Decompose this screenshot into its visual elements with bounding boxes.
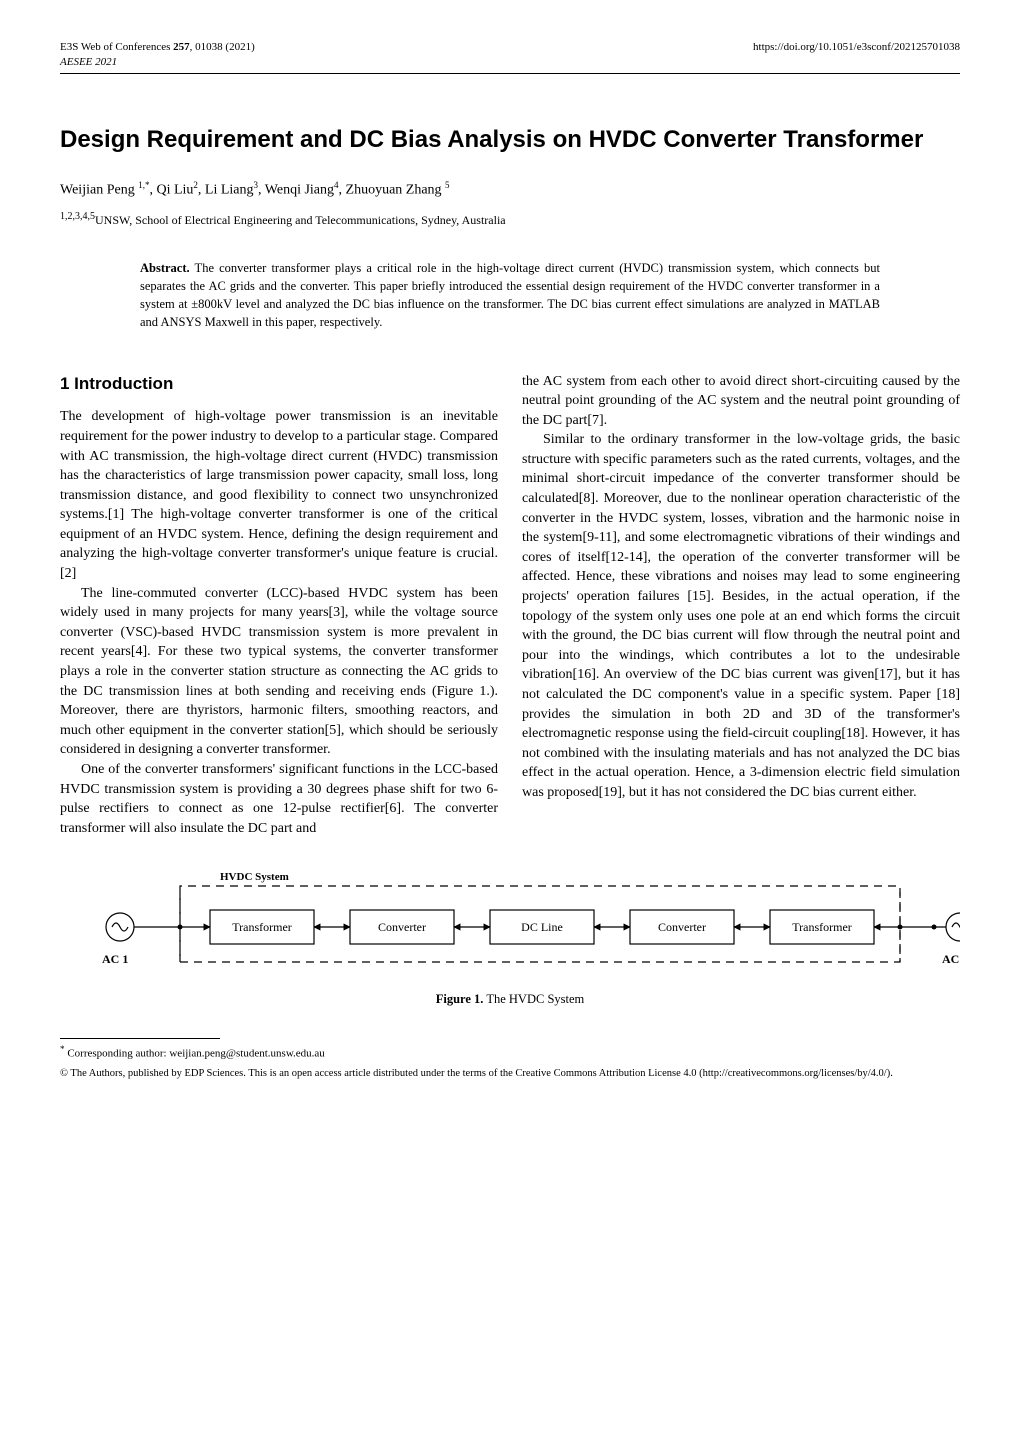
left-p1: The development of high-voltage power tr… <box>60 407 498 583</box>
footer-rule <box>60 1038 220 1039</box>
svg-text:Transformer: Transformer <box>792 920 852 934</box>
left-column: 1 Introduction The development of high-v… <box>60 372 498 839</box>
section-1-heading: 1 Introduction <box>60 372 498 396</box>
author-5: , Zhuoyuan Zhang <box>339 183 446 198</box>
page-header: E3S Web of Conferences 257, 01038 (2021)… <box>60 40 960 71</box>
author-1: Weijian Peng <box>60 183 138 198</box>
svg-text:DC Line: DC Line <box>521 920 563 934</box>
author-4: , Wenqi Jiang <box>258 183 334 198</box>
svg-text:AC 1: AC 1 <box>102 952 128 966</box>
abstract-text: The converter transformer plays a critic… <box>140 261 880 329</box>
author-2: , Qi Liu <box>149 183 193 198</box>
abstract: Abstract. The converter transformer play… <box>140 259 880 332</box>
right-column: the AC system from each other to avoid d… <box>522 372 960 839</box>
license-text: © The Authors, published by EDP Sciences… <box>60 1067 960 1081</box>
abstract-label: Abstract. <box>140 261 190 275</box>
header-sub: AESEE 2021 <box>60 56 117 68</box>
affiliation-sup: 1,2,3,4,5 <box>60 211 95 222</box>
authors-line: Weijian Peng 1,*, Qi Liu2, Li Liang3, We… <box>60 179 960 200</box>
left-p2: The line-commuted converter (LCC)-based … <box>60 584 498 760</box>
figure-1: HVDC System AC 1 AC 1 Transformer Converter D… <box>60 858 960 1008</box>
header-vol: 257 <box>173 41 190 53</box>
svg-text:Converter: Converter <box>378 920 426 934</box>
corresponding-text: Corresponding author: weijian.peng@stude… <box>65 1048 325 1060</box>
right-p1: the AC system from each other to avoid d… <box>522 372 960 431</box>
corresponding-author: * Corresponding author: weijian.peng@stu… <box>60 1043 960 1062</box>
author-5-sup: 5 <box>445 180 450 190</box>
affiliation: 1,2,3,4,5UNSW, School of Electrical Engi… <box>60 210 960 229</box>
author-3: , Li Liang <box>198 183 254 198</box>
header-rule <box>60 73 960 74</box>
header-rest: , 01038 (2021) <box>190 41 255 53</box>
svg-text:Converter: Converter <box>658 920 706 934</box>
figure-1-caption-bold: Figure 1. <box>436 992 484 1006</box>
author-1-sup: 1,* <box>138 180 149 190</box>
figure-1-caption-rest: The HVDC System <box>483 992 584 1006</box>
header-conf: E3S Web of Conferences <box>60 41 173 53</box>
affiliation-text: UNSW, School of Electrical Engineering a… <box>95 213 506 227</box>
left-p3: One of the converter transformers' signi… <box>60 760 498 838</box>
svg-text:Transformer: Transformer <box>232 920 292 934</box>
figure-1-diagram: HVDC System AC 1 AC 1 Transformer Converter D… <box>60 858 960 978</box>
svg-text:HVDC System: HVDC System <box>220 871 289 883</box>
figure-1-caption: Figure 1. The HVDC System <box>60 991 960 1009</box>
header-left: E3S Web of Conferences 257, 01038 (2021)… <box>60 40 255 71</box>
body-columns: 1 Introduction The development of high-v… <box>60 372 960 839</box>
svg-text:AC 1: AC 1 <box>942 952 960 966</box>
paper-title: Design Requirement and DC Bias Analysis … <box>60 124 960 155</box>
right-p2: Similar to the ordinary transformer in t… <box>522 430 960 802</box>
header-right: https://doi.org/10.1051/e3sconf/20212570… <box>753 40 960 71</box>
